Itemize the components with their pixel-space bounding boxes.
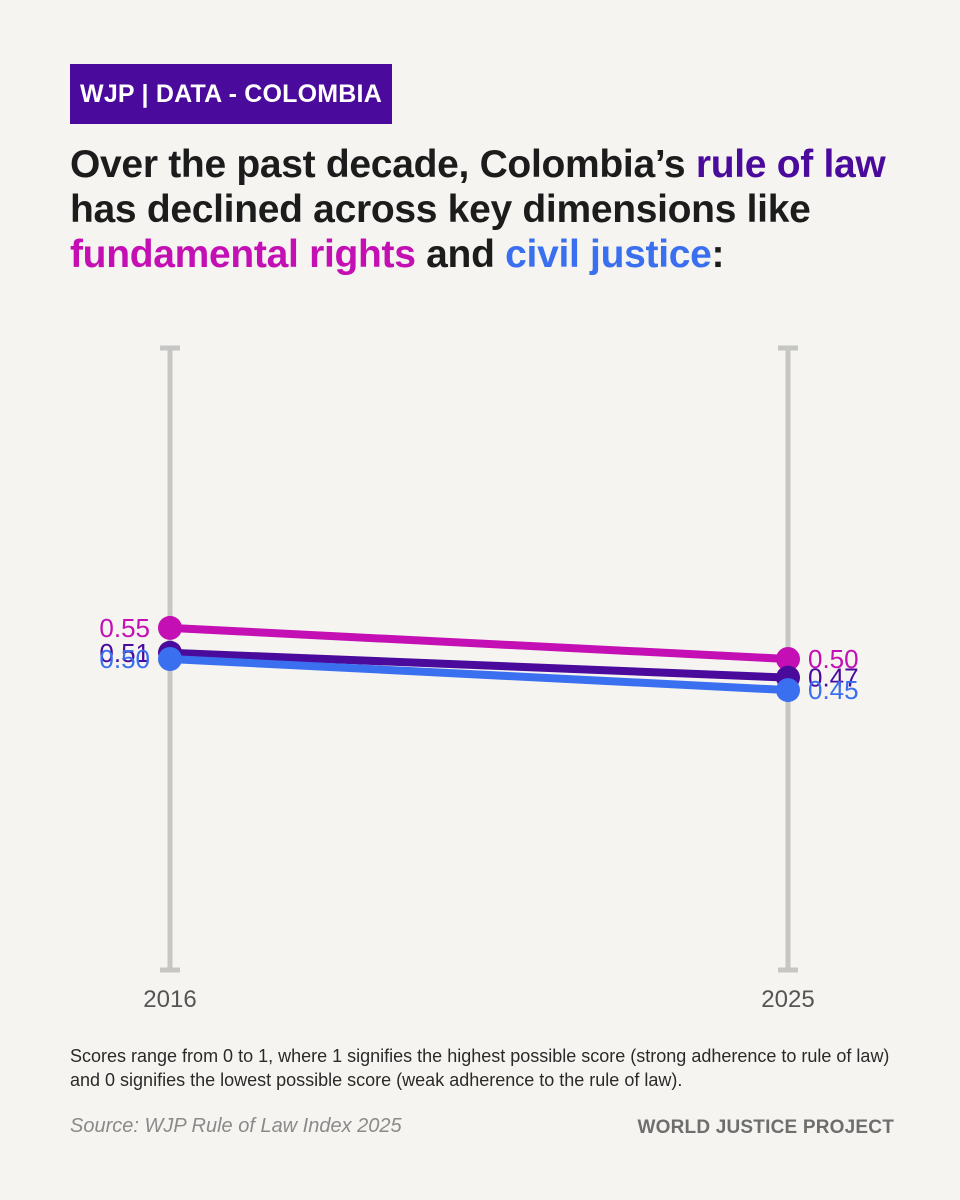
series-line-civil_justice (166, 655, 792, 695)
data-label-rule_of_law-2025: 0.47 (808, 663, 859, 693)
headline: Over the past decade, Colombia’s rule of… (70, 142, 910, 277)
category-tag: WJP | DATA - COLOMBIA (70, 64, 392, 124)
headline-fundamental-rights: fundamental rights (70, 233, 416, 276)
scale-note: Scores range from 0 to 1, where 1 signif… (70, 1046, 890, 1090)
source-citation: Source: WJP Rule of Law Index 2025 (70, 1115, 402, 1137)
data-label-fundamental_rights-2025: 0.50 (808, 644, 859, 674)
headline-rule-of-law: rule of law (695, 143, 886, 186)
data-label-fundamental_rights-2016: 0.55 (99, 613, 150, 643)
headline-part-2: has declined across key dimensions like (70, 188, 811, 231)
data-label-rule_of_law-2016: 0.51 (99, 638, 150, 668)
headline-part-1: Over the past decade, Colombia’s (70, 143, 696, 186)
data-label-civil_justice-2025: 0.45 (808, 675, 859, 705)
data-point-civil_justice-2025 (776, 678, 800, 703)
x-tick-label-2025: 2025 (761, 986, 814, 1013)
x-tick-label-2016: 2016 (143, 986, 196, 1013)
series-line-fundamental_rights (166, 623, 792, 663)
data-point-fundamental_rights-2025 (776, 647, 800, 671)
headline-civil-justice: civil justice (505, 233, 712, 276)
data-point-civil_justice-2016 (158, 647, 182, 671)
headline-part-3: and (415, 233, 506, 276)
data-label-civil_justice-2016: 0.50 (99, 644, 150, 674)
brand-wordmark: WORLD JUSTICE PROJECT (637, 1117, 894, 1138)
series-line-rule_of_law (166, 648, 792, 682)
category-tag-label: WJP | DATA - COLOMBIA (80, 79, 382, 108)
data-point-fundamental_rights-2016 (158, 615, 182, 640)
headline-part-4: : (711, 233, 725, 276)
